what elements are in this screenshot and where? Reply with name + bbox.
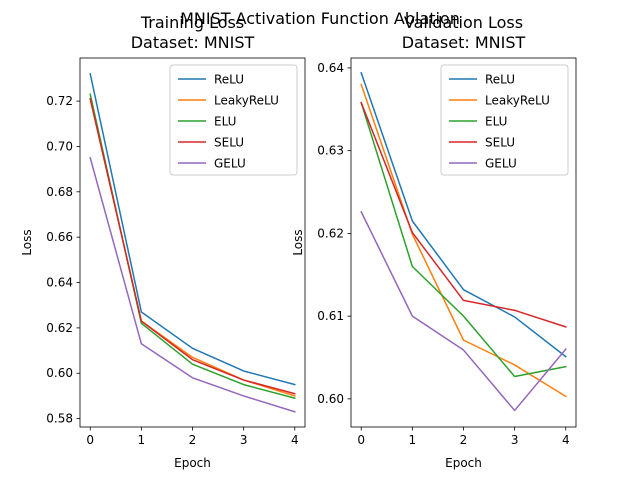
y-tick-label: 0.60 <box>46 366 73 380</box>
x-tick-label: 3 <box>240 433 248 447</box>
y-tick-label: 0.61 <box>317 309 344 323</box>
subplot-title-line: Validation Loss <box>404 13 523 32</box>
legend-label-gelu: GELU <box>214 157 246 171</box>
y-axis-label: Loss <box>20 229 34 255</box>
legend-label-relu: ReLU <box>485 73 515 87</box>
y-tick-label: 0.64 <box>317 61 344 75</box>
y-tick-label: 0.58 <box>46 412 73 426</box>
legend-label-elu: ELU <box>214 115 236 129</box>
subplot-title-line: Dataset: MNIST <box>131 33 255 52</box>
x-tick-label: 1 <box>138 433 146 447</box>
legend-label-relu: ReLU <box>214 73 244 87</box>
y-tick-label: 0.68 <box>46 185 73 199</box>
x-tick-label: 0 <box>357 433 365 447</box>
x-tick-label: 2 <box>189 433 197 447</box>
legend-label-leakyrelu: LeakyReLU <box>485 94 550 108</box>
legend-label-selu: SELU <box>485 136 515 150</box>
y-tick-label: 0.62 <box>46 321 73 335</box>
y-tick-label: 0.60 <box>317 392 344 406</box>
x-axis-label: Epoch <box>445 456 482 470</box>
legend-label-elu: ELU <box>485 115 507 129</box>
legend-label-gelu: GELU <box>485 157 517 171</box>
y-tick-label: 0.70 <box>46 139 73 153</box>
y-tick-label: 0.66 <box>46 230 73 244</box>
legend-label-selu: SELU <box>214 136 244 150</box>
x-tick-label: 3 <box>511 433 519 447</box>
y-tick-label: 0.64 <box>46 276 73 290</box>
subplot-title-line: Training Loss <box>140 13 244 32</box>
subplot-title-line: Dataset: MNIST <box>402 33 526 52</box>
x-tick-label: 0 <box>86 433 94 447</box>
x-tick-label: 2 <box>460 433 468 447</box>
x-axis-label: Epoch <box>174 456 211 470</box>
x-tick-label: 1 <box>409 433 417 447</box>
y-axis-label: Loss <box>291 229 305 255</box>
y-tick-label: 0.63 <box>317 144 344 158</box>
legend-label-leakyrelu: LeakyReLU <box>214 94 279 108</box>
series-line-gelu <box>361 212 566 411</box>
y-tick-label: 0.62 <box>317 226 344 240</box>
y-tick-label: 0.72 <box>46 94 73 108</box>
series-line-gelu <box>90 158 295 412</box>
x-tick-label: 4 <box>562 433 570 447</box>
x-tick-label: 4 <box>291 433 299 447</box>
